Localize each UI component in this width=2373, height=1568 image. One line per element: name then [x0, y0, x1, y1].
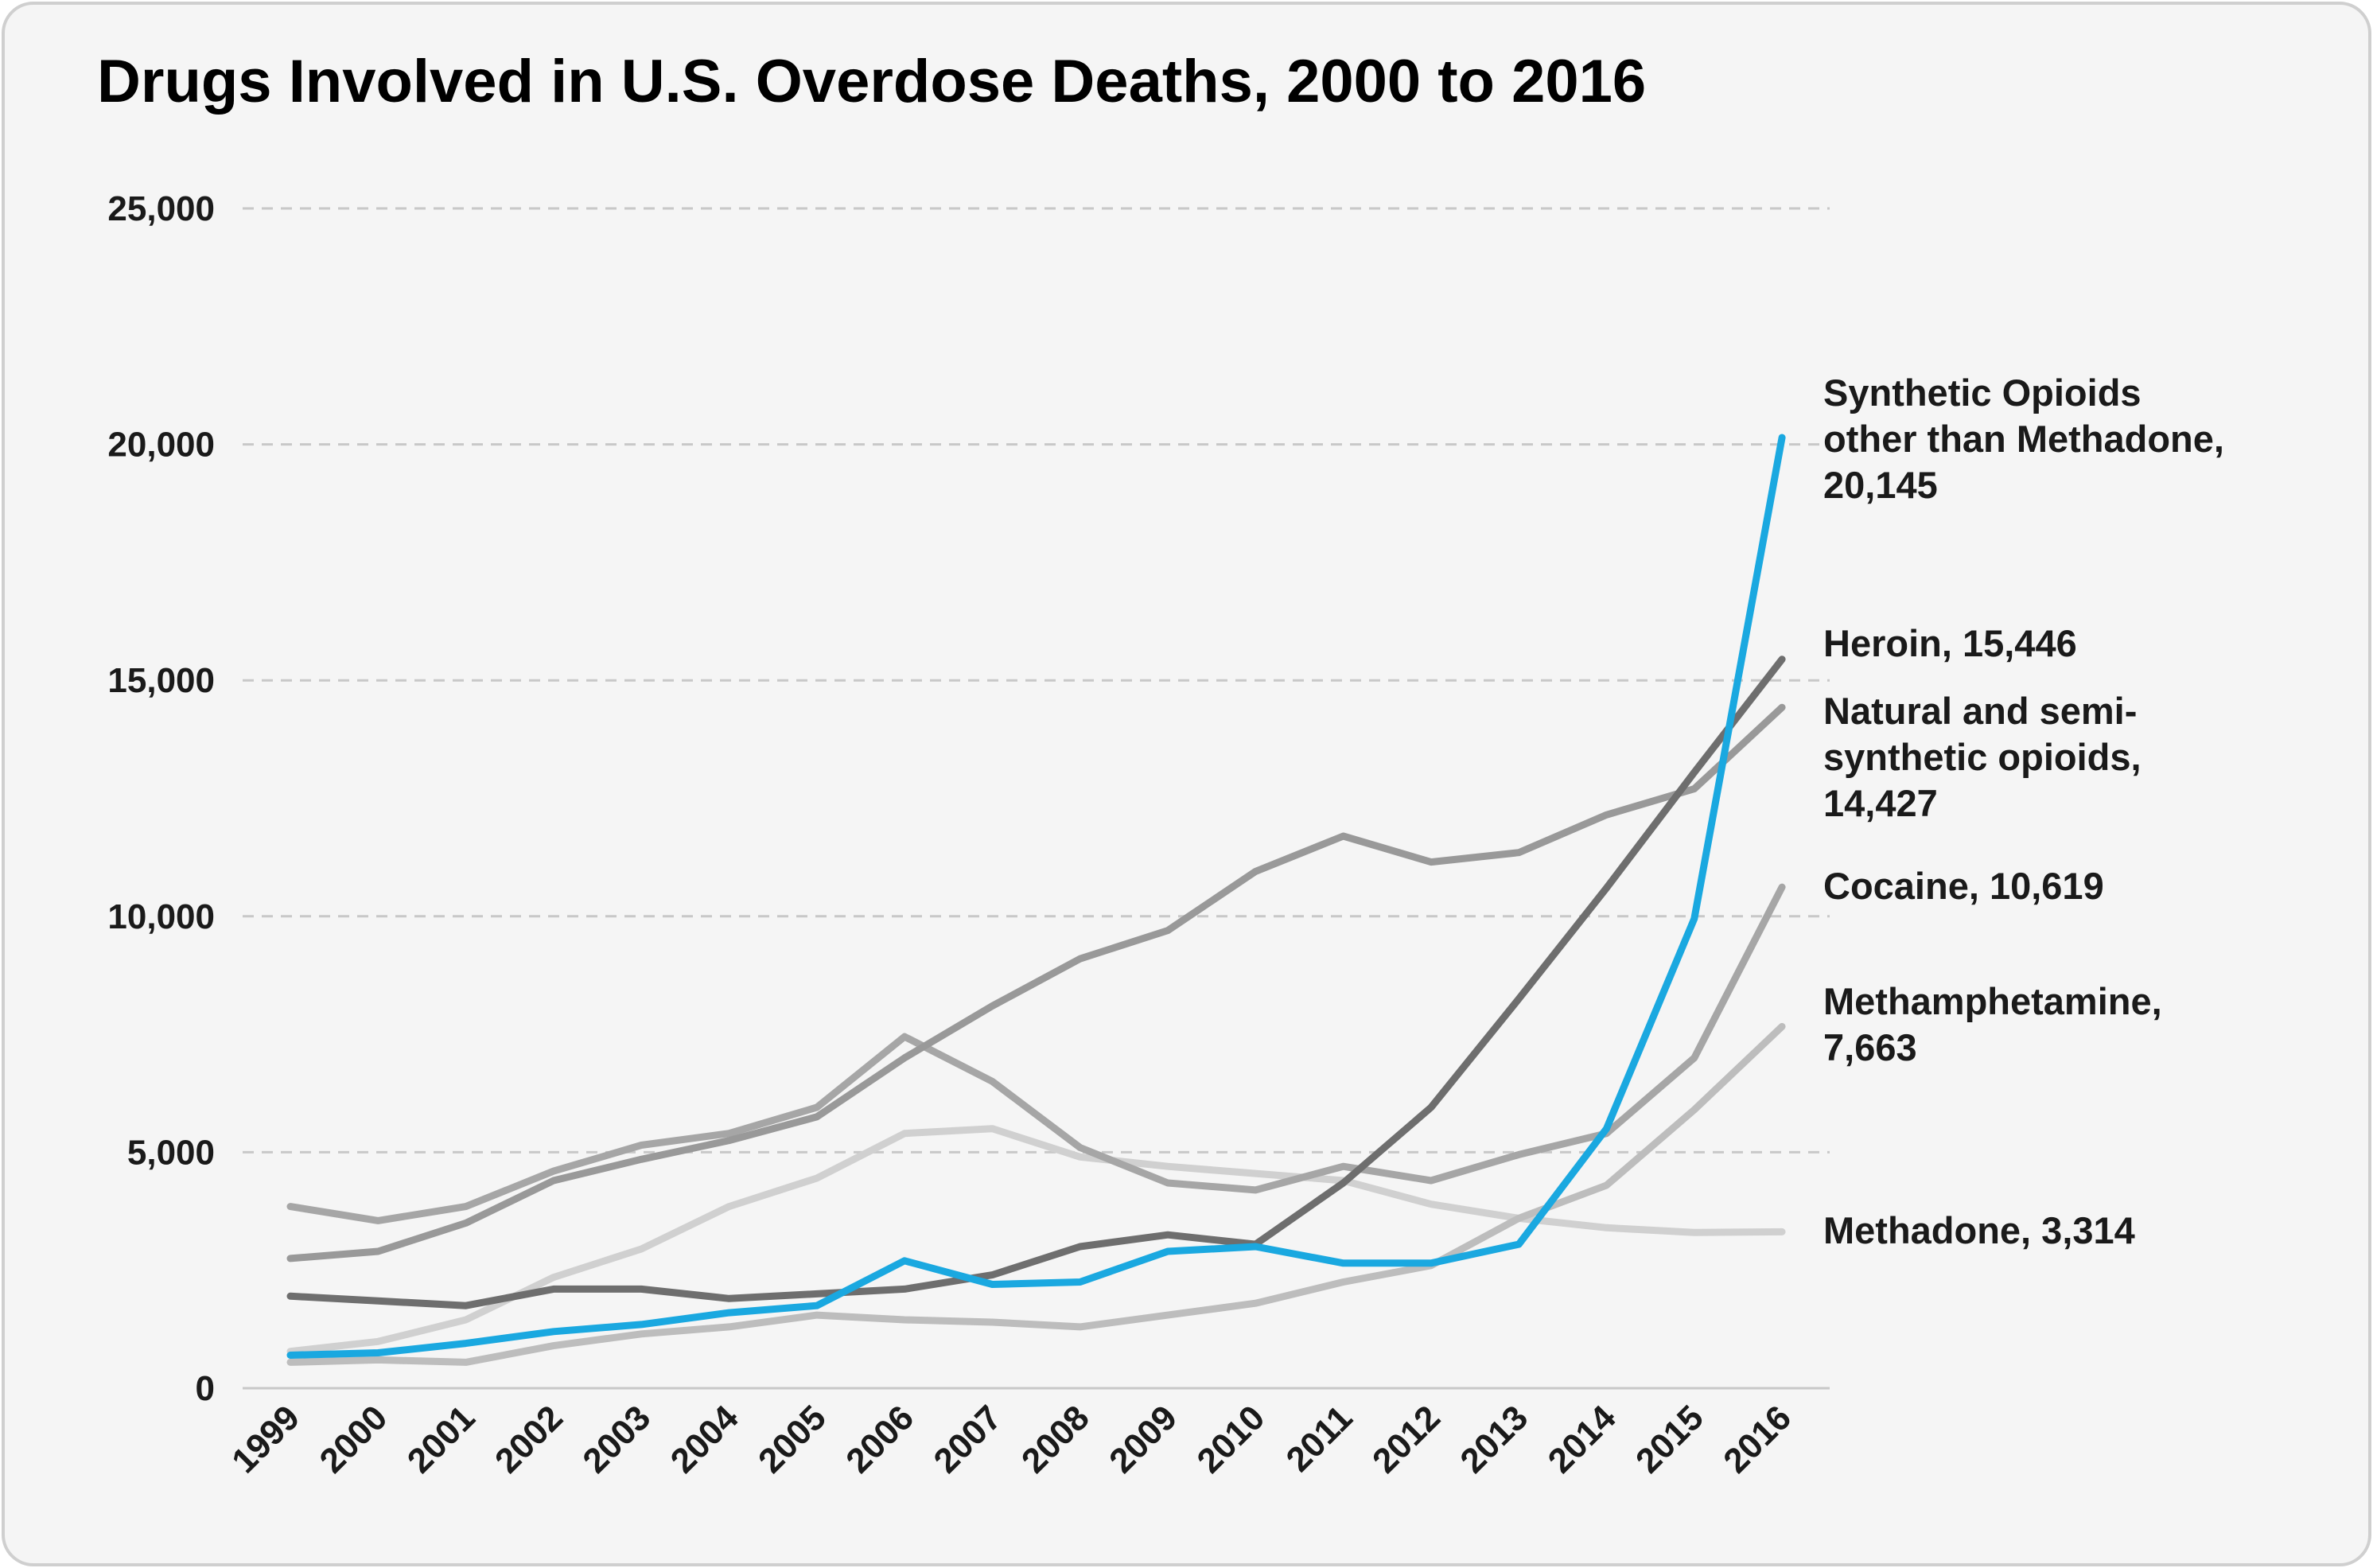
data-label-methamphetamine: Methamphetamine, 7,663	[1823, 980, 2162, 1068]
y-tick-label: 0	[196, 1369, 215, 1408]
series-line-synthetic-opioids-other-than-methadone	[286, 434, 1786, 1359]
y-tick-label: 15,000	[107, 661, 215, 700]
gridlines	[243, 207, 1830, 1390]
y-axis-ticks: 0 5,000 10,000 15,000 20,000 25,000	[107, 189, 215, 1408]
series-line-natural-and-semi-synthetic-opioids	[286, 703, 1786, 1263]
data-label-synthetic-opioids-other-than-methadone: Synthetic Opioids other than Methadone, 20…	[1823, 372, 2224, 506]
series-line-cocaine	[286, 883, 1786, 1224]
data-label-natural-and-semi-synthetic-opioids: Natural and semi-synthetic opioids, 14,42…	[1823, 690, 2142, 824]
chart-title: Drugs Involved in U.S. Overdose Deaths, …	[97, 48, 1646, 115]
y-tick-label: 20,000	[107, 426, 215, 465]
y-tick-label: 10,000	[107, 897, 215, 936]
y-tick-label: 25,000	[107, 189, 215, 228]
series-lines	[286, 434, 1786, 1366]
data-label-methadone: Methadone, 3,314	[1823, 1209, 2135, 1251]
data-label-heroin: Heroin, 15,446	[1823, 622, 2077, 664]
series-line-methamphetamine	[286, 1022, 1786, 1366]
series-line-heroin	[286, 656, 1786, 1309]
y-tick-label: 5,000	[127, 1133, 215, 1172]
series-end-labels: Methadone, 3,314 Methamphetamine, 7,663 Coc…	[1823, 372, 2224, 1251]
data-label-cocaine: Cocaine, 10,619	[1823, 865, 2104, 907]
